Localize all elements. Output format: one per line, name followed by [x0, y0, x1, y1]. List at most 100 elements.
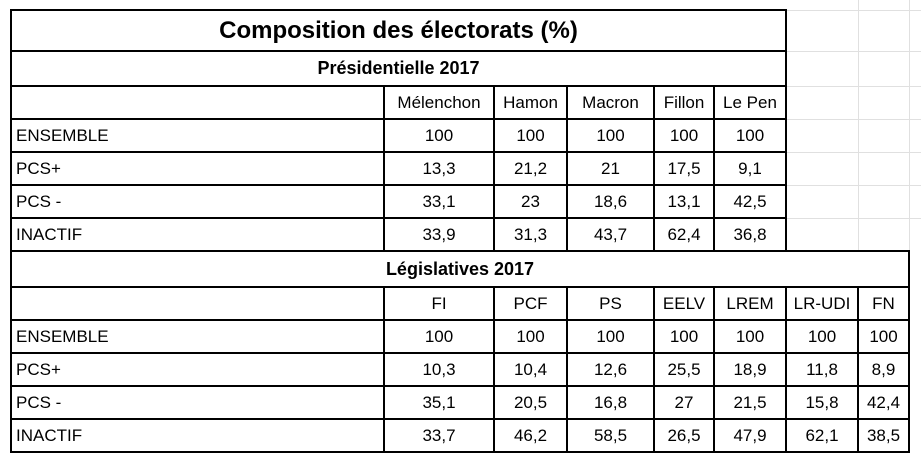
column-header[interactable]: FI: [431, 293, 447, 313]
border-line: [857, 286, 859, 453]
border-line: [785, 9, 787, 252]
border-line: [11, 184, 787, 186]
border-line: [11, 385, 910, 387]
data-cell[interactable]: 8,9: [871, 359, 896, 379]
column-header[interactable]: FN: [872, 293, 895, 313]
border-line: [10, 9, 12, 453]
data-cell[interactable]: 100: [807, 326, 837, 346]
border-line: [785, 286, 787, 453]
data-cell[interactable]: 25,5: [667, 359, 701, 379]
border-line: [653, 286, 655, 453]
data-cell[interactable]: 47,9: [733, 425, 767, 445]
gridline: [786, 10, 921, 11]
gridline: [786, 152, 921, 153]
row-label[interactable]: INACTIF: [16, 224, 83, 244]
border-line: [11, 151, 787, 153]
row-label[interactable]: PCS -: [16, 392, 62, 412]
data-cell[interactable]: 13,1: [667, 191, 701, 211]
section-heading-legislatives[interactable]: Législatives 2017: [385, 258, 535, 279]
data-cell[interactable]: 58,5: [593, 425, 628, 445]
border-line: [566, 286, 568, 453]
data-cell[interactable]: 20,5: [513, 392, 548, 412]
border-line: [11, 319, 910, 321]
data-cell[interactable]: 35,1: [422, 392, 456, 412]
border-line: [908, 250, 910, 453]
column-header[interactable]: EELV: [662, 293, 706, 313]
data-cell[interactable]: 33,1: [422, 191, 456, 211]
section-heading-presidentielle[interactable]: Présidentielle 2017: [317, 58, 480, 78]
column-header[interactable]: PCF: [513, 293, 548, 313]
data-cell[interactable]: 27: [674, 392, 694, 412]
data-cell[interactable]: 21: [601, 158, 620, 178]
data-cell[interactable]: 23: [521, 191, 540, 211]
row-label[interactable]: PCS+: [16, 158, 61, 178]
column-header[interactable]: Macron: [582, 92, 639, 112]
gridline: [786, 119, 921, 120]
border-line: [11, 9, 787, 11]
data-cell[interactable]: 100: [669, 326, 699, 346]
data-cell[interactable]: 36,8: [733, 224, 767, 244]
row-label[interactable]: INACTIF: [16, 425, 83, 445]
data-cell[interactable]: 100: [516, 125, 545, 145]
data-cell[interactable]: 13,3: [422, 158, 456, 178]
data-cell[interactable]: 100: [735, 125, 765, 145]
data-cell[interactable]: 10,3: [422, 359, 456, 379]
data-cell[interactable]: 18,9: [733, 359, 767, 379]
border-line: [713, 286, 715, 453]
border-line: [11, 451, 910, 453]
column-header[interactable]: LR-UDI: [793, 293, 851, 313]
data-cell[interactable]: 10,4: [513, 359, 548, 379]
data-cell[interactable]: 9,1: [738, 158, 762, 178]
column-header[interactable]: Le Pen: [723, 92, 777, 112]
data-cell[interactable]: 100: [424, 326, 454, 346]
data-cell[interactable]: 15,8: [805, 392, 839, 412]
data-cell[interactable]: 33,7: [422, 425, 456, 445]
page-title[interactable]: Composition des électorats (%): [219, 16, 578, 44]
column-header[interactable]: Hamon: [503, 92, 558, 112]
data-cell[interactable]: 16,8: [593, 392, 628, 412]
data-cell[interactable]: 100: [424, 125, 454, 145]
data-cell[interactable]: 43,7: [593, 224, 628, 244]
data-cell[interactable]: 18,6: [593, 191, 628, 211]
data-cell[interactable]: 33,9: [422, 224, 456, 244]
data-cell[interactable]: 12,6: [593, 359, 628, 379]
row-label[interactable]: ENSEMBLE: [16, 125, 109, 145]
data-cell[interactable]: 62,4: [667, 224, 701, 244]
column-header[interactable]: PS: [599, 293, 622, 313]
row-label[interactable]: PCS+: [16, 359, 61, 379]
data-cell[interactable]: 11,8: [806, 359, 838, 379]
data-cell[interactable]: 46,2: [513, 425, 548, 445]
gridline: [909, 0, 910, 251]
data-cell[interactable]: 100: [669, 125, 699, 145]
data-cell[interactable]: 42,4: [866, 392, 901, 412]
data-cell[interactable]: 42,5: [733, 191, 767, 211]
data-cell[interactable]: 100: [735, 326, 765, 346]
border-line: [11, 418, 910, 420]
column-header[interactable]: LREM: [726, 293, 774, 313]
gridline: [786, 218, 921, 219]
border-line: [713, 85, 715, 252]
gridline: [786, 185, 921, 186]
data-cell[interactable]: 62,1: [805, 425, 839, 445]
data-cell[interactable]: 100: [596, 125, 625, 145]
data-cell[interactable]: 100: [596, 326, 625, 346]
data-cell[interactable]: 21,5: [733, 392, 767, 412]
gridline: [858, 0, 859, 251]
data-cell[interactable]: 100: [869, 326, 898, 346]
data-cell[interactable]: 31,3: [513, 224, 548, 244]
gridline: [786, 51, 921, 52]
border-line: [11, 118, 787, 120]
column-header[interactable]: Mélenchon: [397, 92, 481, 112]
data-cell[interactable]: 26,5: [667, 425, 701, 445]
data-cell[interactable]: 38,5: [866, 425, 901, 445]
data-cell[interactable]: 17,5: [667, 158, 701, 178]
border-line: [653, 85, 655, 252]
row-label[interactable]: ENSEMBLE: [16, 326, 109, 346]
row-label[interactable]: PCS -: [16, 191, 62, 211]
border-line: [11, 286, 910, 288]
border-line: [383, 286, 385, 453]
data-cell[interactable]: 100: [516, 326, 545, 346]
column-header[interactable]: Fillon: [663, 92, 705, 112]
border-line: [11, 50, 787, 52]
data-cell[interactable]: 21,2: [513, 158, 548, 178]
